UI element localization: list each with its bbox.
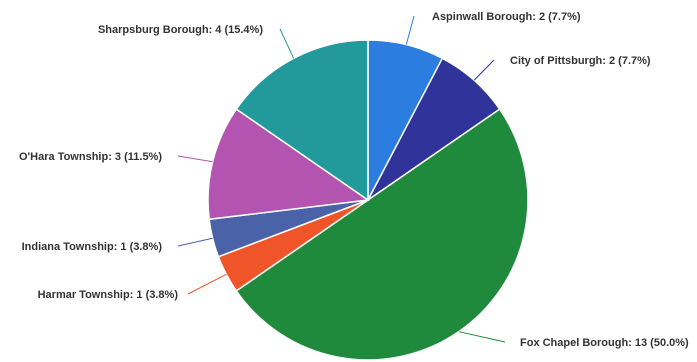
leader-line-harmar-township: [187, 273, 227, 295]
leader-line-fox-chapel-borough: [458, 331, 506, 343]
slice-label-sharpsburg-borough: Sharpsburg Borough: 4 (15.4%): [98, 24, 263, 36]
leader-line-o-hara-township: [177, 155, 213, 163]
leader-line-indiana-township: [177, 237, 213, 247]
slice-label-city-of-pittsburgh: City of Pittsburgh: 2 (7.7%): [510, 55, 651, 67]
slice-label-aspinwall-borough: Aspinwall Borough: 2 (7.7%): [432, 11, 581, 23]
slice-label-harmar-township: Harmar Township: 1 (3.8%): [38, 289, 179, 301]
leader-line-aspinwall-borough: [405, 15, 415, 45]
slice-labels: Aspinwall Borough: 2 (7.7%) City of Pitts…: [19, 11, 689, 349]
leader-line-sharpsburg-borough: [279, 28, 295, 59]
pie-slices: [207, 39, 529, 361]
pie-slice-sharpsburg-borough: [235, 39, 369, 202]
pie-slice-o-hara-township: [207, 108, 371, 221]
leader-line-city-of-pittsburgh: [473, 59, 495, 81]
slice-label-fox-chapel-borough: Fox Chapel Borough: 13 (50.0%): [520, 337, 689, 349]
leader-lines: [177, 15, 506, 343]
pie-slice-fox-chapel-borough: [235, 108, 529, 361]
slice-label-o-hara-township: O'Hara Township: 3 (11.5%): [19, 151, 162, 163]
slice-label-indiana-township: Indiana Township: 1 (3.8%): [22, 241, 163, 253]
